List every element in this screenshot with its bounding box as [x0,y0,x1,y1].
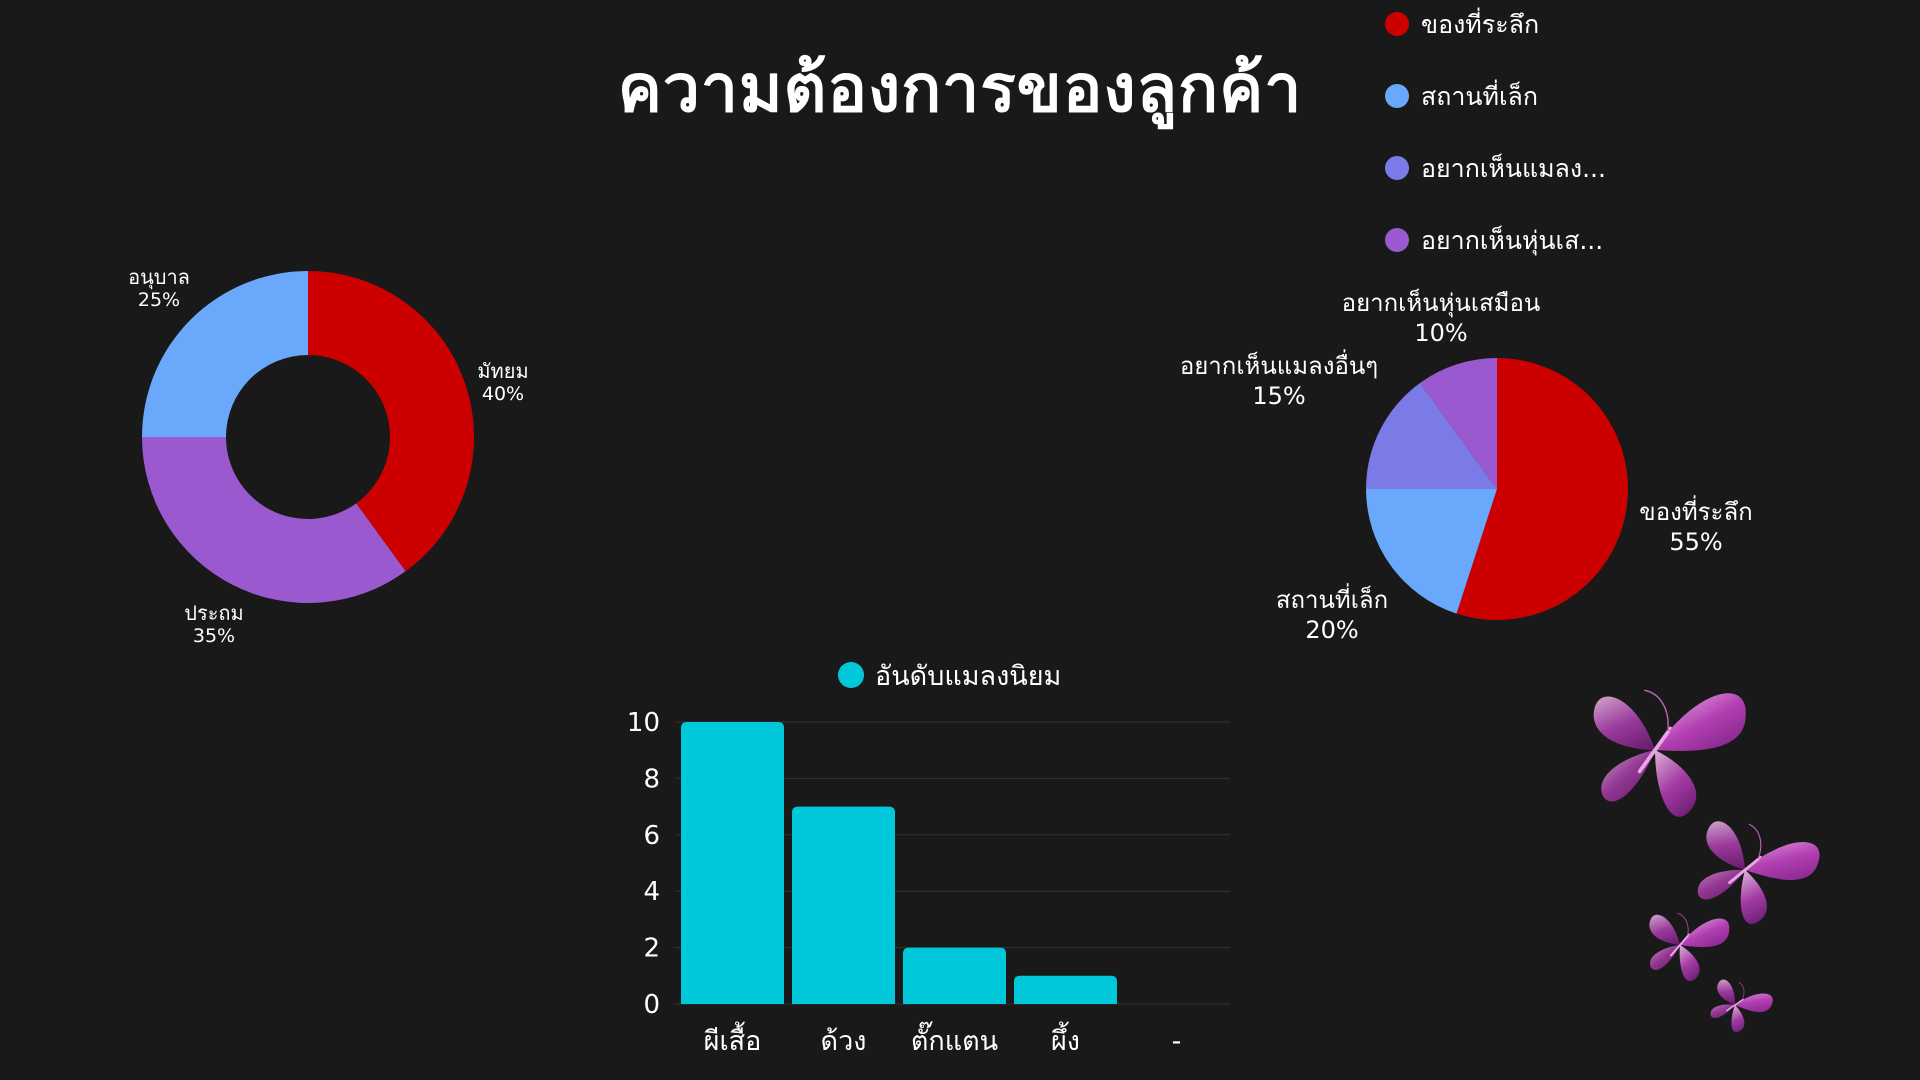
butterfly-icon [1576,668,1752,828]
bar [1014,975,1117,1004]
donut-slice-label: อนุบาล [128,265,190,290]
pie-slice-label: ของที่ระลึก [1639,495,1752,526]
legend-entry: อยากเห็นหุ่นเส... [1421,225,1603,256]
legend-swatch [1385,156,1409,180]
donut-slice-label: ประถม [184,601,243,625]
y-tick-label: 6 [643,821,660,851]
bar [792,806,895,1004]
butterfly-icon [1636,899,1734,989]
x-tick-label: ด้วง [821,1026,867,1057]
y-tick-label: 0 [643,990,660,1020]
x-tick-label: ผึ้ง [1051,1021,1080,1057]
y-tick-label: 8 [643,764,660,794]
legend-swatch [1385,84,1409,108]
butterfly-icon [1700,968,1777,1042]
bar [681,722,784,1004]
page-title: ความต้องการของลูกค้า [617,50,1303,127]
donut-slice-label: มัทยม [477,359,528,383]
bar [903,947,1006,1004]
x-tick-label: - [1172,1026,1182,1057]
pie-chart: ของที่ระลึก55% สถานที่เล็ก20% อยากเห็นแมลง… [1180,288,1753,644]
donut-slice [308,271,474,572]
donut-slice [142,437,406,603]
donut-slice [142,271,308,437]
donut-slice-value: 25% [138,289,180,311]
legend-entry: อยากเห็นแมลง... [1421,153,1606,183]
legend-entry: ของที่ระลึก [1421,7,1539,39]
pie-slice [1456,358,1628,620]
donut-slice-value: 40% [482,383,524,405]
legend-swatch [1385,228,1409,252]
legend-entry: สถานที่เล็ก [1421,79,1538,111]
pie-slice-value: 20% [1305,616,1358,644]
pie-slice [1366,489,1497,614]
y-tick-label: 2 [643,934,660,964]
pie-slice-label: อยากเห็นหุ่นเสมือน [1342,288,1541,318]
pie-slice [1366,383,1497,489]
pie-slice-value: 55% [1669,528,1722,556]
y-tick-label: 10 [627,708,660,738]
pie-slice [1420,358,1497,489]
x-tick-label: ผีเสื้อ [704,1021,762,1057]
donut-slice-value: 35% [193,625,235,647]
pie-slice-value: 10% [1414,319,1467,347]
x-tick-label: ตั๊กแตน [911,1021,998,1057]
bar-legend-swatch [838,662,864,688]
butterfly-icon [1677,799,1827,941]
legend-swatch [1385,12,1409,36]
pie-slice-value: 15% [1252,382,1305,410]
y-tick-label: 4 [643,877,660,907]
bar-legend-entry: อันดับแมลงนิยม [875,661,1061,692]
pie-slice-label: สถานที่เล็ก [1276,583,1388,614]
pie-slice-label: อยากเห็นแมลงอื่นๆ [1180,349,1378,380]
